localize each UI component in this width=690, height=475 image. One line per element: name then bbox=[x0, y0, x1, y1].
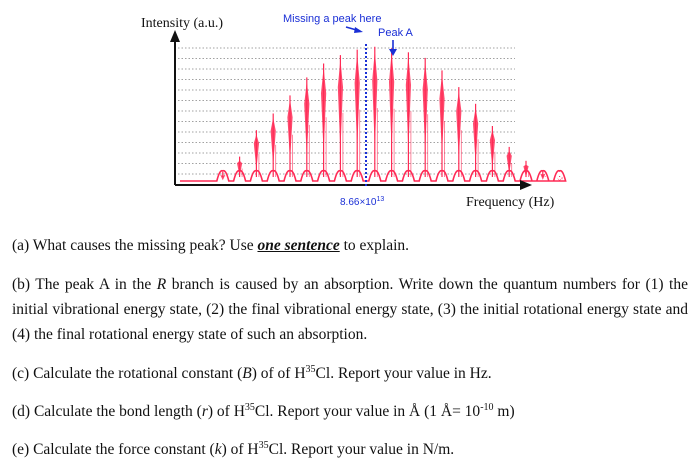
p-branch-peak bbox=[304, 77, 310, 177]
question-c: (c) Calculate the rotational constant (B… bbox=[12, 363, 492, 382]
r-branch-peak bbox=[523, 160, 529, 178]
spectrum-baseline-trace bbox=[180, 169, 567, 182]
p-branch-peak bbox=[321, 63, 327, 177]
peak-a-annotation: Peak A bbox=[378, 27, 414, 39]
p-branch-peak bbox=[220, 171, 226, 181]
x-axis-label: Frequency (Hz) bbox=[466, 195, 555, 210]
grid-lines bbox=[178, 47, 515, 175]
p-branch-peak bbox=[287, 95, 293, 177]
r-branch-peak bbox=[372, 46, 378, 177]
r-branch-peak bbox=[489, 126, 496, 177]
r-branch-peak bbox=[422, 57, 429, 177]
r-branch-peak bbox=[456, 87, 462, 177]
p-branch-peak bbox=[337, 55, 344, 177]
p-branch-peak bbox=[253, 130, 260, 177]
center-tick-label: 8.66×1013 bbox=[340, 196, 384, 208]
peak-a-arrow-icon bbox=[389, 40, 397, 56]
question-b: (b) The peak A in the R branch is caused… bbox=[12, 276, 688, 343]
spectrum-figure: Intensity (a.u.) Frequency (Hz) 8.66×101… bbox=[141, 13, 567, 210]
y-axis-label: Intensity (a.u.) bbox=[141, 16, 223, 31]
x-axis-arrow bbox=[520, 180, 532, 190]
peak-a bbox=[389, 48, 395, 177]
r-branch-peak bbox=[439, 70, 445, 177]
r-branch-peak bbox=[405, 52, 412, 177]
r-branch-peak bbox=[506, 146, 513, 177]
r-branch-peak bbox=[473, 103, 479, 177]
question-a: (a) What causes the missing peak? Use on… bbox=[12, 237, 410, 254]
question-e: (e) Calculate the force constant (k) of … bbox=[12, 439, 455, 458]
missing-peak-annotation: Missing a peak here bbox=[283, 13, 381, 25]
missing-peak-arrow-icon bbox=[345, 26, 363, 33]
y-axis-arrow bbox=[170, 30, 180, 42]
spectrum-peaks bbox=[220, 46, 563, 182]
p-branch-peak bbox=[354, 49, 361, 177]
p-branch-peak bbox=[270, 113, 277, 177]
question-d: (d) Calculate the bond length (r) of H35… bbox=[12, 401, 515, 420]
